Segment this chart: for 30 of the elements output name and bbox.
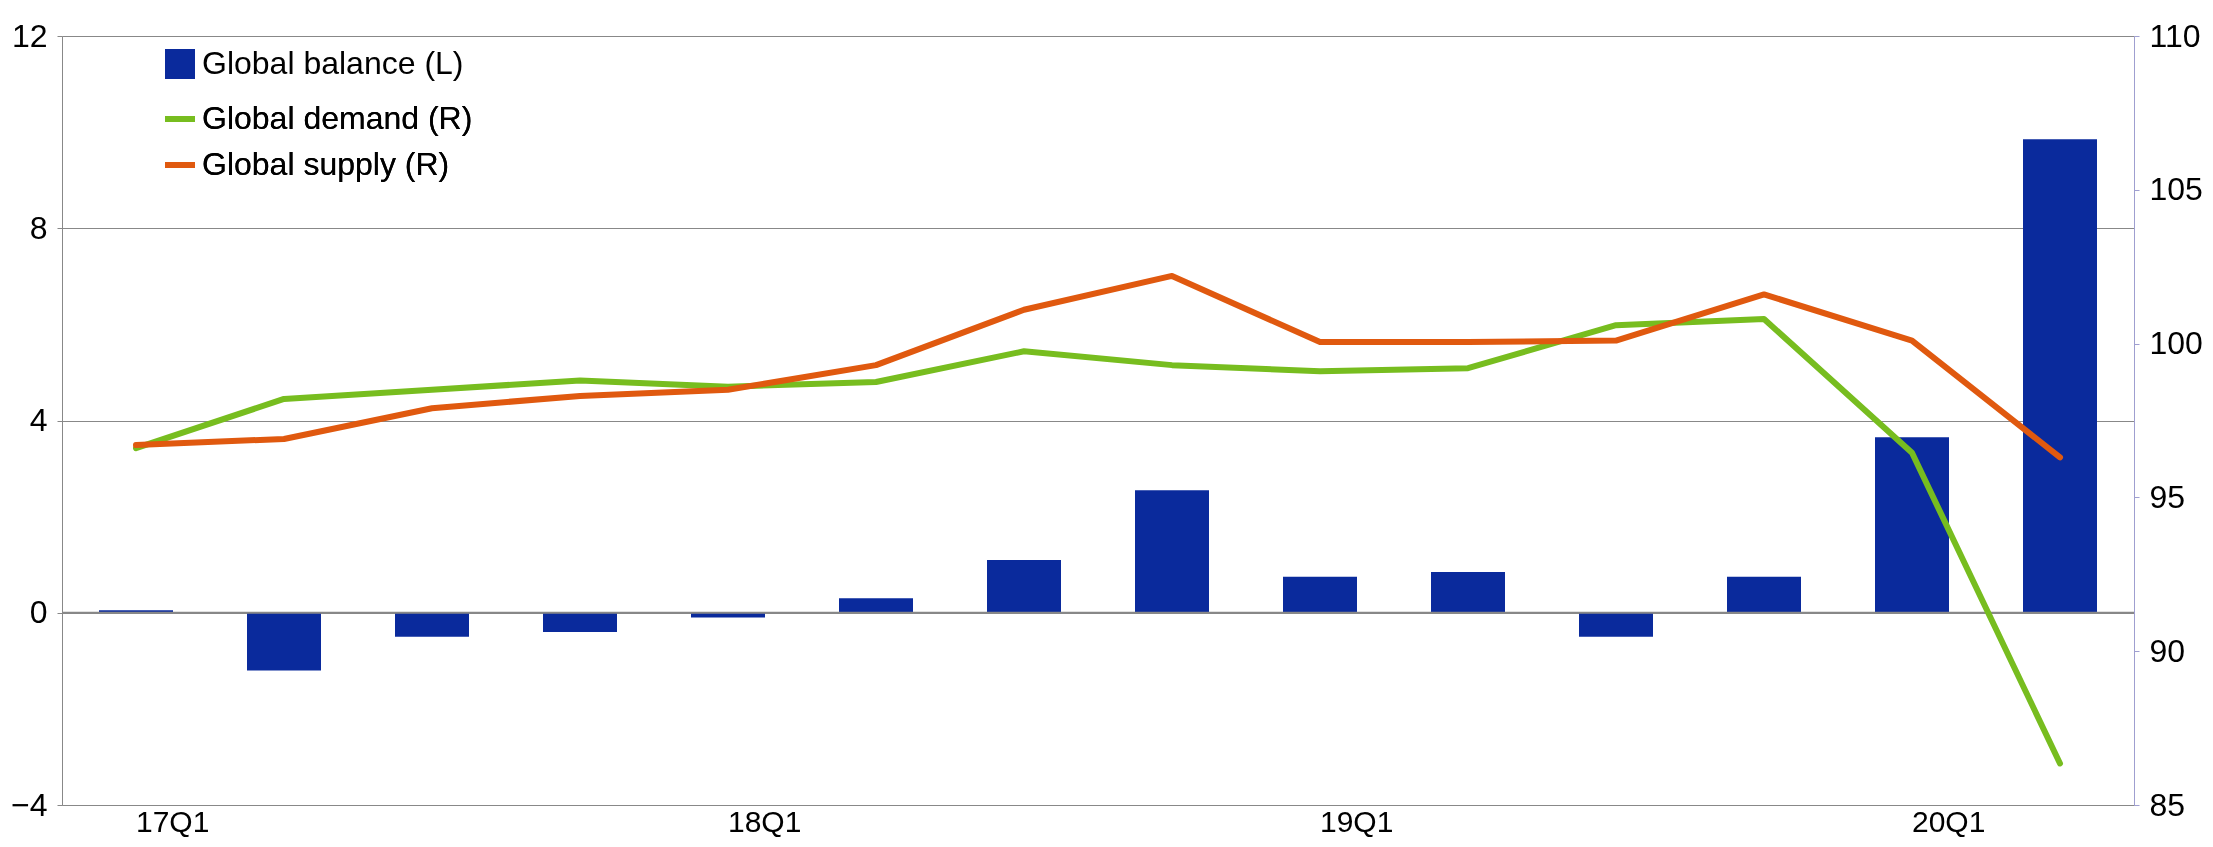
x-tick-label: 17Q1 (136, 804, 210, 838)
bar (2023, 139, 2097, 613)
bar (543, 612, 617, 632)
y-tick-label: −4 (11, 786, 48, 823)
bar (395, 612, 469, 637)
legend-label: Global balance (L) (202, 45, 464, 81)
x-tick-label: 20Q1 (1912, 804, 1986, 838)
bar (247, 612, 321, 671)
bar (987, 559, 1061, 613)
bar (1283, 576, 1357, 613)
bar (1875, 437, 1949, 613)
bar (1727, 576, 1801, 613)
y2-tick-label: 105 (2149, 171, 2203, 208)
x-tick-label: 18Q1 (728, 804, 802, 838)
y-tick-label: 4 (29, 402, 48, 438)
y2-tick-label: 110 (2149, 17, 2201, 54)
y2-tick-label: 100 (2149, 325, 2203, 362)
y-tick-label: 8 (29, 209, 48, 246)
y-tick-label: 12 (11, 17, 48, 54)
y-tick-label: 0 (29, 594, 48, 631)
y2-tick-label: 85 (2149, 786, 2186, 823)
legend-label: Global supply (R) (202, 146, 450, 182)
bar (839, 598, 913, 613)
bar (1579, 612, 1653, 637)
x-tick-label: 19Q1 (1320, 804, 1394, 838)
bar (1431, 571, 1505, 613)
y2-tick-label: 95 (2149, 478, 2186, 515)
legend-label: Global demand (R) (202, 100, 473, 136)
y2-tick-label: 90 (2149, 632, 2186, 669)
bar (1135, 490, 1209, 613)
